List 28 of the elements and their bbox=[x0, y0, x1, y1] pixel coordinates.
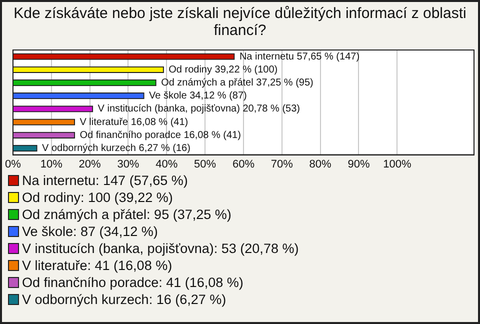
category-label: V literatuře 16,08 % (41) bbox=[80, 116, 188, 128]
chart-title: Kde získáváte nebo jste získali nejvíce důležitých informací z oblasti financí? bbox=[12, 5, 468, 39]
x-tick-label: 40% bbox=[156, 158, 178, 170]
x-tick-label: 10% bbox=[40, 158, 63, 170]
text: Od finančního poradce: 41 (16,08 %) bbox=[22, 274, 244, 291]
text: V odborných kurzech: 16 (6,27 %) bbox=[22, 291, 226, 308]
text: Od známých a přátel: 95 (37,25 %) bbox=[22, 206, 232, 223]
x-tick-label: 20% bbox=[78, 158, 102, 170]
x-tick-label: 100% bbox=[383, 158, 412, 170]
category-label: V odborných kurzech 6,27 % (16) bbox=[42, 143, 190, 154]
category-label: Od známých a přátel 37,25 % (95) bbox=[161, 78, 314, 88]
category-label: Od finančního poradce 16,08 % (41) bbox=[80, 130, 241, 141]
category-label: Na internetu 57,65 % (147) bbox=[239, 51, 360, 62]
category-label: Od rodiny 39,22 % (100) bbox=[168, 64, 278, 76]
text: V literatuře: 41 (16,08 %) bbox=[22, 257, 172, 274]
x-tick-label: 90% bbox=[348, 158, 370, 170]
text: Na internetu: 147 (57,65 %) bbox=[22, 172, 188, 189]
text: V institucích (banka, pojišťovna): 53 (20,78 %) bbox=[22, 240, 299, 257]
category-label: Ve škole 34,12 % (87) bbox=[149, 90, 247, 102]
x-tick-label: 50% bbox=[194, 158, 216, 170]
text: Ve škole: 87 (34,12 %) bbox=[22, 223, 158, 240]
x-tick-label: 60% bbox=[232, 158, 255, 170]
x-tick-label: 30% bbox=[117, 158, 140, 170]
text: Od rodiny: 100 (39,22 %) bbox=[22, 189, 173, 206]
x-tick-label: 80% bbox=[309, 158, 332, 170]
x-tick-label: 0% bbox=[4, 158, 22, 170]
x-tick-label: 70% bbox=[270, 158, 294, 170]
category-label: V institucích (banka, pojišťovna) 20,78 % (53) bbox=[98, 104, 300, 115]
